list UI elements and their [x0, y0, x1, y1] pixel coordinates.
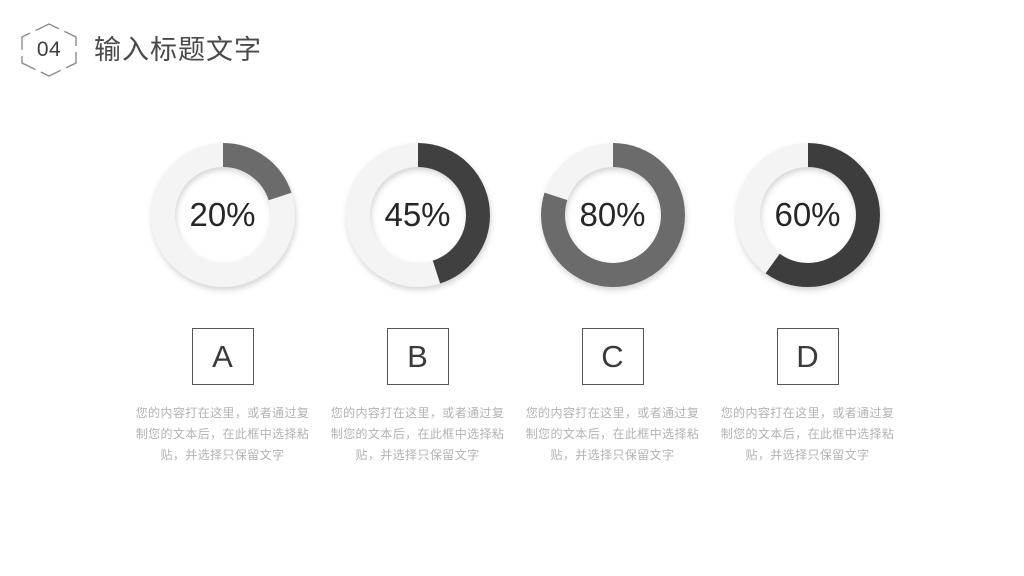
- donut-percent-c: 80%: [579, 196, 646, 233]
- donut-svg-b: [345, 143, 490, 287]
- donut-chart-a: 20%: [148, 140, 298, 290]
- donut-arc-b: [345, 143, 490, 287]
- column-c: 80% C 您的内容打在这里，或者通过复制您的文本后，在此框中选择粘贴，并选择只…: [515, 140, 710, 466]
- donut-svg-a: [150, 143, 295, 287]
- donut-percent-d: 60%: [774, 196, 841, 233]
- donut-svg-c: [540, 143, 685, 287]
- donut-svg-d: [735, 143, 880, 287]
- description-a: 您的内容打在这里，或者通过复制您的文本后，在此框中选择粘贴，并选择只保留文字: [135, 406, 310, 462]
- badge-number: 04: [36, 38, 62, 61]
- donut-percent-a: 20%: [189, 196, 256, 233]
- donut-arc-a: [150, 143, 295, 287]
- letter-box-d: D: [776, 328, 839, 385]
- hexagon-badge: 04: [18, 22, 80, 78]
- donut-chart-c: 80%: [538, 140, 688, 290]
- donut-arc-d: [735, 143, 880, 287]
- description-b: 您的内容打在这里，或者通过复制您的文本后，在此框中选择粘贴，并选择只保留文字: [330, 406, 505, 462]
- page-header: 04 输入标题文字: [18, 22, 262, 78]
- page-title: 输入标题文字: [94, 34, 262, 65]
- donut-chart-d: 60%: [733, 140, 883, 290]
- letter-box-a: A: [191, 328, 254, 385]
- column-b: 45% B 您的内容打在这里，或者通过复制您的文本后，在此框中选择粘贴，并选择只…: [320, 140, 515, 466]
- donut-arc-c: [540, 143, 685, 287]
- description-c: 您的内容打在这里，或者通过复制您的文本后，在此框中选择粘贴，并选择只保留文字: [525, 406, 700, 462]
- hexagon-icon: [21, 23, 77, 77]
- donut-chart-b: 45%: [343, 140, 493, 290]
- letter-box-c: C: [581, 328, 644, 385]
- column-d: 60% D 您的内容打在这里，或者通过复制您的文本后，在此框中选择粘贴，并选择只…: [710, 140, 905, 466]
- donut-percent-b: 45%: [384, 196, 451, 233]
- description-d: 您的内容打在这里，或者通过复制您的文本后，在此框中选择粘贴，并选择只保留文字: [720, 406, 895, 462]
- donut-columns: 20% A 您的内容打在这里，或者通过复制您的文本后，在此框中选择粘贴，并选择只…: [0, 140, 1024, 466]
- column-a: 20% A 您的内容打在这里，或者通过复制您的文本后，在此框中选择粘贴，并选择只…: [125, 140, 320, 466]
- letter-box-b: B: [386, 328, 449, 385]
